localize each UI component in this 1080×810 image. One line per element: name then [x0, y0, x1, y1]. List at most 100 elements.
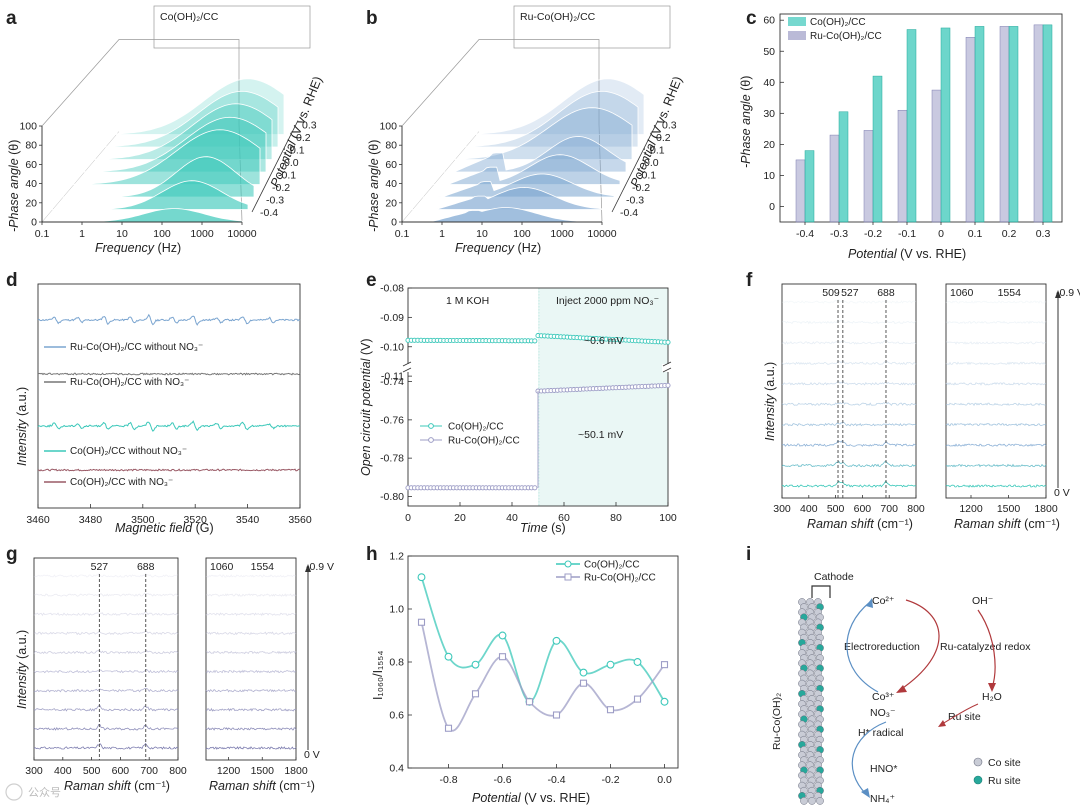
- chart-g-raman: g 527 688 1060 1554 300 400 500 600 700 800 1200 15…: [6, 544, 334, 793]
- raman-trace-left: [781, 360, 917, 365]
- y-tick-label: -0.80: [380, 491, 404, 503]
- chart-h-ratio: h Co(OH)₂/CC Ru-Co(OH)₂/CC -0.8 -0.6 -0.4 -0.…: [366, 544, 679, 805]
- raman-trace-left: [33, 668, 179, 674]
- y-axis-label: -Phase angle (θ): [7, 140, 21, 232]
- y-tick-label: 0: [769, 201, 775, 213]
- ocp-point-co: [665, 339, 671, 345]
- y-tick-label: 0.6: [389, 710, 404, 722]
- y-tick-label: -0.78: [380, 453, 404, 465]
- x-tick-label: 100: [153, 228, 171, 240]
- cathode-label: Cathode: [814, 571, 854, 583]
- y-axis-label: Intensity (a.u.): [15, 387, 29, 466]
- arrow-head-icon: [988, 683, 996, 692]
- axis-break-mask: [662, 364, 674, 372]
- ru-site-label: Ru site: [948, 711, 981, 723]
- legend-marker: [428, 437, 434, 443]
- z-tick-label: -0.2: [632, 182, 650, 194]
- raman-trace-right: [205, 688, 297, 693]
- raman-trace-right: [945, 300, 1047, 304]
- z-tick-label: -0.2: [272, 182, 290, 194]
- x-tick-label: 0.1: [395, 228, 410, 240]
- y-tick-label: 60: [25, 159, 37, 171]
- plot-frame: [779, 13, 1063, 223]
- h2o-arrow: [941, 703, 979, 725]
- bar-ru-co: [1033, 24, 1044, 223]
- z-tick-label: -0.1: [638, 170, 656, 182]
- co-site: [816, 797, 824, 805]
- data-point-ru-co: [471, 690, 480, 698]
- legend-label: Co(OH)₂/CC: [810, 17, 866, 28]
- plot-frame: [407, 287, 669, 507]
- x-tick-label: -0.3: [830, 228, 848, 240]
- y-axis-label: -Phase angle (θ): [367, 140, 381, 232]
- legend-label: Ru-Co(OH)₂/CC: [448, 436, 520, 447]
- panel-title: Ru-Co(OH)₂/CC: [520, 11, 596, 23]
- z-tick-label: -0.4: [260, 207, 278, 219]
- x-tick-label: -0.6: [493, 774, 511, 786]
- z-tick-label: -0.1: [278, 170, 296, 182]
- watermark-text: 公众号: [28, 786, 61, 799]
- y-tick-label: 0: [391, 217, 397, 229]
- bar-co: [872, 75, 883, 223]
- peak-label: 527: [91, 561, 109, 573]
- phase-slice: [431, 107, 633, 160]
- raman-trace-right: [945, 402, 1047, 407]
- legend-label: Ru-Co(OH)₂/CC: [810, 31, 882, 42]
- x-axis-label: Potential (V vs. RHE): [848, 247, 966, 261]
- panel-letter: h: [366, 544, 378, 565]
- legend-marker: [564, 573, 572, 581]
- x-tick-label: 400: [800, 503, 818, 515]
- axis-break: [662, 361, 672, 373]
- x-tick-label: 1200: [217, 765, 241, 777]
- z-tick-label: 0.1: [290, 145, 305, 157]
- raman-trace-left: [33, 687, 179, 693]
- legend-label: Ru-Co(OH)₂/CC with NO₃⁻: [70, 377, 189, 388]
- x-axis-label-left: Raman shift (cm⁻¹): [807, 517, 913, 531]
- y-axis-label: Intensity (a.u.): [763, 362, 777, 441]
- y-tick-label: -0.74: [380, 376, 404, 388]
- data-point-ru-co: [552, 711, 561, 719]
- plot-frame: [37, 283, 301, 509]
- y-tick-label: 0.8: [389, 657, 404, 669]
- raman-trace-left: [33, 572, 179, 578]
- raman-trace-right: [945, 382, 1046, 386]
- delta-label-ru-co: ~50.1 mV: [578, 429, 623, 441]
- oh-arrow: [977, 609, 996, 689]
- legend-ru-label: Ru site: [988, 775, 1021, 787]
- y-tick-label: 20: [763, 139, 775, 151]
- data-point-ru-co: [525, 698, 534, 706]
- raman-trace-left: [33, 630, 179, 636]
- y-tick-label: 100: [379, 121, 397, 133]
- raman-trace-left: [33, 742, 179, 750]
- chart-e-ocp: e -0.08 -0.09 -0.10 -0.11-0.74 -0.76 -0.78 -0.…: [359, 270, 677, 535]
- data-point-co: [444, 652, 453, 661]
- diagram-i-mechanism: i Cathode Ru-Co(OH)₂ Co²⁺ Co³⁺ OH⁻ H₂O NO₃⁻ H* …: [746, 544, 1031, 805]
- bar-ru-co: [829, 134, 840, 223]
- ocp-point-co: [532, 338, 538, 344]
- chart-b-3d-bode: b Ru-Co(OH)₂/CC 0.1 1 10 100 1000 10000 0 20 40 60…: [366, 5, 685, 255]
- potential-top: -0.9 V: [1056, 287, 1080, 299]
- x-tick-label: 10000: [587, 228, 616, 240]
- y-tick-label: 1.2: [389, 551, 404, 563]
- x-axis-label: Frequency (Hz): [455, 241, 541, 255]
- x-tick-label: -0.2: [864, 228, 882, 240]
- raman-trace-right: [946, 463, 1047, 468]
- axis-break-mask: [402, 364, 414, 372]
- panel-letter: g: [6, 544, 18, 565]
- data-point-ru-co: [606, 706, 615, 714]
- x-tick-label: 0.1: [968, 228, 983, 240]
- ocp-point-ru-co: [532, 485, 538, 491]
- x-tick-label: 0: [938, 228, 944, 240]
- fit-curve: [420, 576, 666, 703]
- panel-letter: f: [746, 270, 753, 291]
- x-tick-label: 0.1: [35, 228, 50, 240]
- bar-ru-co: [999, 26, 1010, 223]
- raman-trace-right: [945, 422, 1047, 427]
- peak-label: 688: [137, 561, 155, 573]
- x-tick-label: -0.4: [796, 228, 814, 240]
- phase-slice: [414, 173, 615, 198]
- y-axis-label: Open circuit potential (V): [359, 338, 373, 476]
- y-tick-label: -0.08: [380, 283, 404, 295]
- legend-co-label: Co site: [988, 757, 1021, 769]
- title-box: [513, 5, 671, 49]
